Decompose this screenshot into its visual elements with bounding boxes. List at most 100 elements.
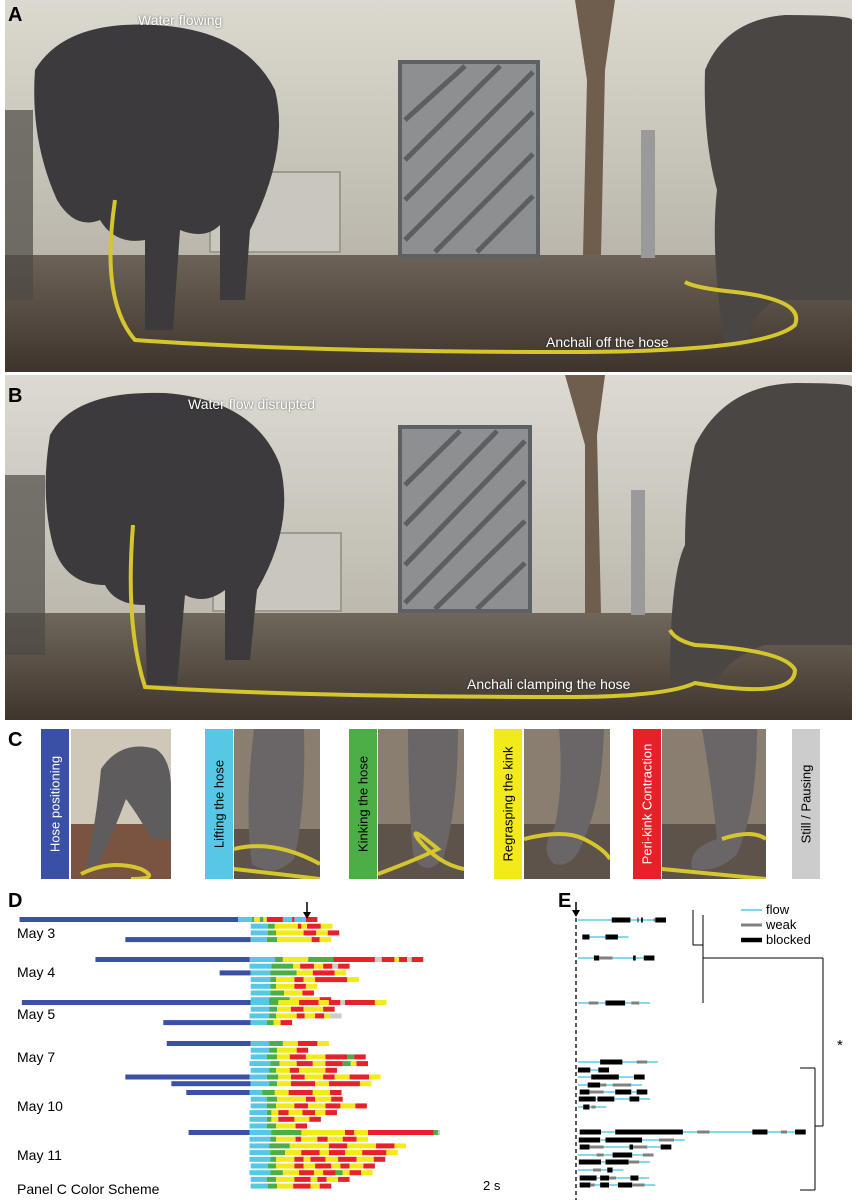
ethogram-segment xyxy=(326,1176,339,1182)
ethogram-segment xyxy=(345,1000,375,1005)
flow-segment xyxy=(614,1098,630,1100)
ethogram-segment xyxy=(19,917,239,922)
ethogram-segment xyxy=(303,1156,311,1162)
caption-anchali-clamping: Anchali clamping the hose xyxy=(467,676,631,692)
ethogram-segment xyxy=(294,1116,310,1122)
legend-blocked: blocked xyxy=(766,932,811,947)
ethogram-segment xyxy=(254,917,260,922)
ethogram-segment xyxy=(411,957,424,962)
ethogram-segment xyxy=(249,1061,271,1067)
ethogram-segment xyxy=(282,957,309,962)
blocked-segment xyxy=(641,917,643,923)
ethogram-segment xyxy=(293,963,301,969)
panel-letter-a: A xyxy=(8,4,23,26)
ethogram-segment xyxy=(373,1156,386,1162)
ethogram-segment xyxy=(269,1000,279,1005)
flow-segment xyxy=(589,936,606,938)
ethogram-segment xyxy=(295,1136,302,1142)
ethogram-segment xyxy=(259,917,264,922)
scale-bar-label: 2 s xyxy=(483,1178,501,1193)
ethogram-segment xyxy=(290,1074,305,1080)
ethogram-segment xyxy=(276,1103,295,1109)
ethogram-segment xyxy=(290,1081,316,1087)
ethogram-segment xyxy=(282,917,293,922)
ethogram-segment xyxy=(276,977,295,983)
flow-segment xyxy=(603,1146,630,1148)
weak-segment xyxy=(590,1183,595,1187)
ethogram-segment xyxy=(304,1013,316,1019)
thumbnail-image xyxy=(71,729,171,879)
flow-segment xyxy=(595,1098,598,1100)
thumbnail-image xyxy=(234,729,320,879)
legend-weak: weak xyxy=(766,917,797,932)
blocked-segment xyxy=(579,1182,591,1188)
date-label-may11: May 11 xyxy=(17,1147,62,1163)
ethogram-segment xyxy=(270,1150,286,1156)
ethogram-segment xyxy=(278,1110,289,1116)
thumbnail-image xyxy=(378,729,464,879)
ethogram-segment xyxy=(324,1013,331,1019)
blocked-segment xyxy=(577,1067,591,1073)
ethogram-segment xyxy=(294,1176,311,1182)
blocked-segment xyxy=(611,917,631,923)
flow-segment xyxy=(612,957,634,959)
ethogram-segment xyxy=(356,1136,368,1142)
ethogram-segment xyxy=(315,1081,329,1087)
blocked-segment xyxy=(600,1175,610,1181)
flow-segment xyxy=(603,1091,616,1093)
ethogram-segment xyxy=(310,1176,318,1182)
blocked-segment xyxy=(615,1089,632,1095)
ethogram-segment xyxy=(270,1170,283,1176)
ethogram-chart xyxy=(19,902,440,1189)
ethogram-segment xyxy=(267,930,276,936)
ethogram-segment xyxy=(163,1020,251,1026)
ethogram-segment xyxy=(319,997,332,1003)
ethogram-segment xyxy=(317,1176,327,1182)
behavior-label: Kinking the hose xyxy=(355,755,371,853)
ethogram-segment xyxy=(276,1123,296,1129)
ethogram-segment xyxy=(271,1130,302,1135)
blocked-segment xyxy=(630,1175,639,1181)
ethogram-segment xyxy=(267,1183,278,1189)
ethogram-segment xyxy=(277,937,312,943)
blocked-segment xyxy=(578,1096,596,1102)
blocked-segment xyxy=(636,1089,648,1095)
weak-segment xyxy=(600,1083,607,1087)
flow-segment xyxy=(632,1154,643,1156)
ethogram-segment xyxy=(277,1006,291,1012)
flow-segment xyxy=(612,1169,624,1171)
thumbnail-peri-kink-contraction xyxy=(662,729,766,879)
ethogram-segment xyxy=(125,1074,250,1080)
ethogram-segment xyxy=(269,997,290,1003)
behavior-label: Lifting the hose xyxy=(211,759,227,849)
blocked-segment xyxy=(607,1167,613,1173)
ethogram-segment xyxy=(300,963,314,969)
ethogram-segment xyxy=(305,983,318,989)
thumbnail-lifting-hose xyxy=(234,729,320,879)
ethogram-segment xyxy=(277,1096,306,1102)
weak-segment xyxy=(599,956,613,960)
blocked-segment xyxy=(615,1129,683,1135)
dendrogram xyxy=(692,910,824,1191)
weak-segment xyxy=(636,1060,648,1064)
ethogram-segment xyxy=(301,923,308,929)
ethogram-segment xyxy=(327,930,340,936)
onset-arrow xyxy=(572,902,580,917)
ethogram-segment xyxy=(296,970,313,976)
ethogram-segment xyxy=(249,1136,271,1142)
flow-segment xyxy=(618,1076,634,1078)
ethogram-segment xyxy=(289,1143,329,1149)
ethogram-segment xyxy=(250,970,271,976)
ethogram-segment xyxy=(219,970,251,976)
ethogram-segment xyxy=(250,1047,270,1053)
ethogram-segment xyxy=(166,1041,251,1046)
ethogram-segment xyxy=(279,1061,297,1067)
weak-segment xyxy=(658,1138,675,1142)
ethogram-segment xyxy=(271,963,294,969)
flow-segment xyxy=(630,919,638,921)
ethogram-segment xyxy=(342,1170,350,1176)
ethogram-segment xyxy=(394,957,400,962)
blocked-segment xyxy=(617,1182,633,1188)
ethogram-segment xyxy=(303,977,316,983)
behavior-label: Peri-kink Contraction xyxy=(639,743,655,865)
